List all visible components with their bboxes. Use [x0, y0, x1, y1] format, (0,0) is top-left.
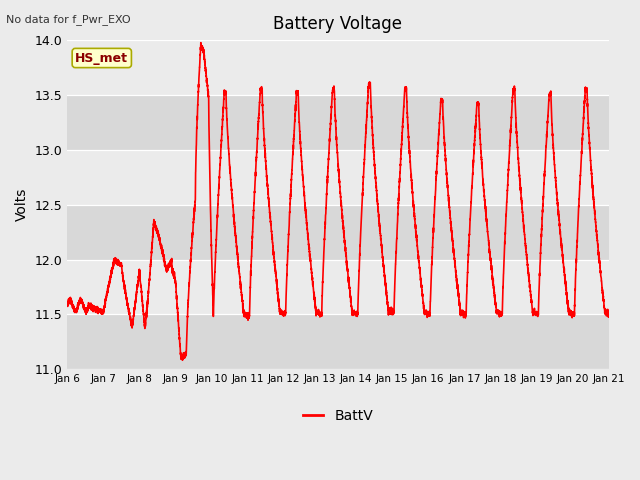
Legend: BattV: BattV — [297, 403, 379, 428]
Text: HS_met: HS_met — [76, 51, 128, 64]
Bar — [67, 204, 609, 260]
Bar — [67, 95, 609, 150]
Text: No data for f_Pwr_EXO: No data for f_Pwr_EXO — [6, 14, 131, 25]
Title: Battery Voltage: Battery Voltage — [273, 15, 403, 33]
Bar — [67, 314, 609, 369]
Y-axis label: Volts: Volts — [15, 188, 29, 221]
